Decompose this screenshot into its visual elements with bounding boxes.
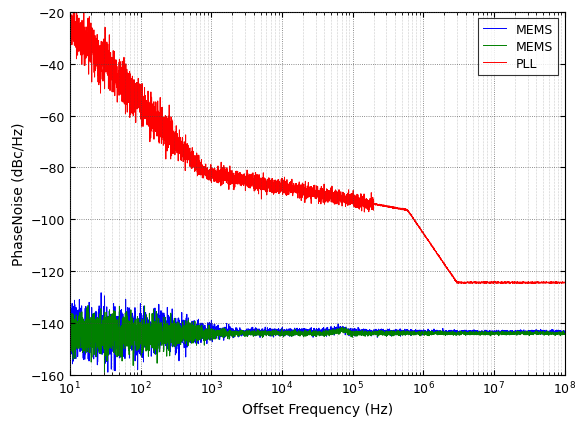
MEMS (363, 330, 370, 335)
PLL (363, 199, 370, 204)
MEMS (157, 337, 164, 342)
PLL (435, 253, 442, 259)
MEMS (436, 328, 443, 334)
PLL (157, 116, 164, 121)
MEMS (101, 370, 108, 375)
MEMS (104, 370, 111, 375)
MEMS (473, 332, 480, 337)
Line: MEMS: MEMS (70, 306, 565, 372)
PLL (255, 181, 262, 186)
MEMS (388, 331, 395, 336)
Line: MEMS: MEMS (70, 293, 565, 372)
Line: PLL: PLL (70, 8, 565, 284)
PLL (506, 282, 513, 287)
MEMS (66, 333, 73, 338)
PLL (70, 5, 77, 10)
MEMS (473, 329, 480, 334)
MEMS (66, 305, 73, 311)
MEMS (98, 291, 105, 296)
PLL (473, 281, 480, 286)
MEMS (157, 313, 164, 318)
PLL (561, 280, 568, 285)
PLL (66, 34, 73, 39)
MEMS (363, 327, 370, 332)
MEMS (84, 303, 91, 308)
MEMS (255, 330, 262, 335)
PLL (388, 206, 395, 211)
MEMS (388, 332, 395, 337)
Y-axis label: PhaseNoise (dBc/Hz): PhaseNoise (dBc/Hz) (11, 122, 25, 265)
MEMS (561, 331, 568, 336)
Legend: MEMS, MEMS, PLL: MEMS, MEMS, PLL (478, 19, 558, 75)
MEMS (561, 331, 568, 337)
MEMS (255, 333, 262, 338)
X-axis label: Offset Frequency (Hz): Offset Frequency (Hz) (242, 402, 393, 416)
MEMS (436, 332, 443, 337)
